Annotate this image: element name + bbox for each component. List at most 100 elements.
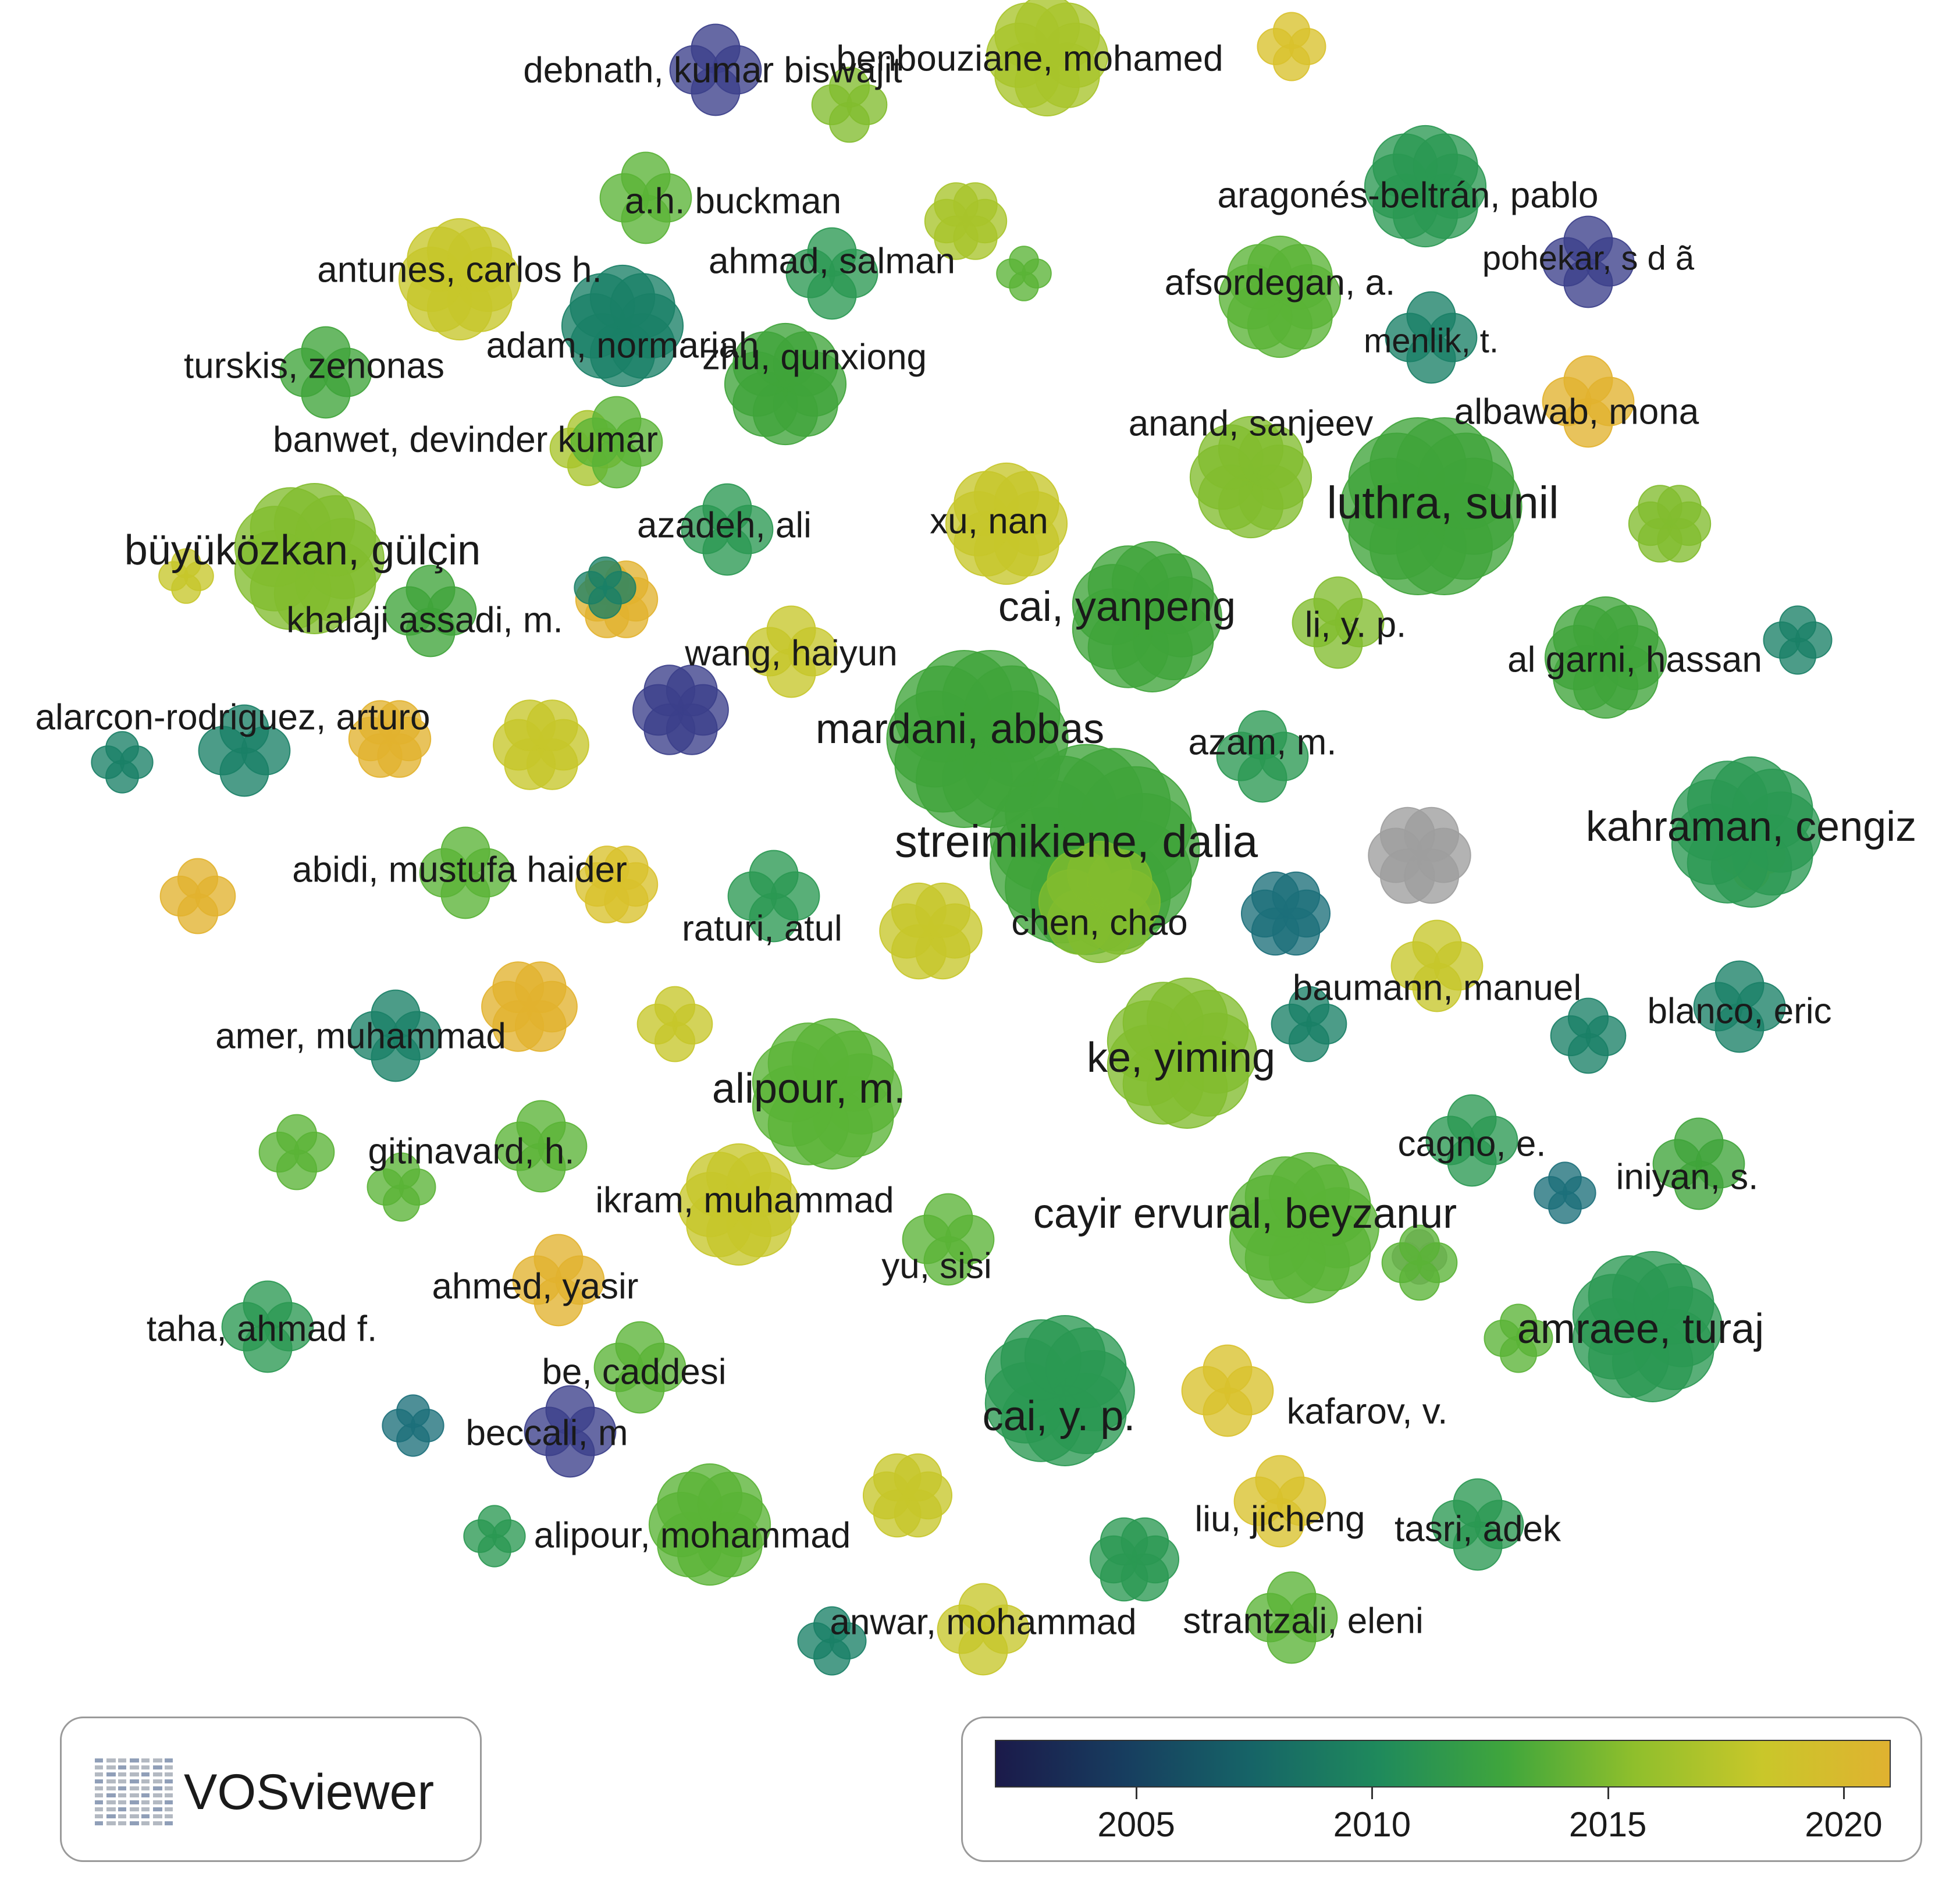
unlabeled-node-cluster[interactable] [996,246,1052,301]
node-cluster[interactable] [1671,756,1822,908]
unlabeled-node-cluster[interactable] [862,1453,953,1538]
unlabeled-node-cluster[interactable] [811,66,888,143]
unlabeled-node-cluster[interactable] [636,986,713,1063]
node-cluster[interactable] [745,605,838,698]
unlabeled-node-cluster[interactable] [1550,997,1627,1074]
unlabeled-node-cluster[interactable] [1089,1517,1180,1602]
unlabeled-node-cluster[interactable] [575,845,659,923]
unlabeled-node-cluster[interactable] [159,858,236,934]
node-label[interactable]: kafarov, v. [1287,1392,1448,1432]
node-label[interactable]: baumann, manuel [1293,968,1581,1008]
node-label[interactable]: taha, ahmad f. [147,1309,377,1349]
node-label[interactable]: khalaji assadi, m. [286,600,563,641]
node-label[interactable]: ke, yiming [1087,1035,1275,1081]
node-cluster[interactable] [279,326,372,419]
node-cluster[interactable] [234,483,385,634]
node-label[interactable]: yu, sisi [881,1246,991,1287]
node-label[interactable]: al garni, hassan [1507,640,1762,680]
unlabeled-node-cluster[interactable] [879,882,983,980]
node-label[interactable]: ikram, muhammad [595,1181,894,1221]
unlabeled-node-cluster[interactable] [481,961,578,1052]
unlabeled-node-cluster[interactable] [797,1606,867,1676]
node-cluster[interactable] [495,1100,588,1193]
unlabeled-node-cluster[interactable] [493,699,589,790]
node-cluster[interactable] [724,322,847,446]
node-cluster[interactable] [986,0,1109,117]
unlabeled-node-cluster[interactable] [1257,12,1326,81]
node-label[interactable]: zhu, qunxiong [702,337,927,378]
node-label[interactable]: abidi, mustufa haider [292,850,627,890]
unlabeled-node-cluster[interactable] [91,731,154,794]
node-cluster[interactable] [1038,840,1161,964]
node-cluster[interactable] [648,1463,771,1586]
node-cluster[interactable] [886,649,1069,829]
node-cluster[interactable] [349,989,442,1082]
node-label[interactable]: menlik, t. [1364,322,1499,360]
node-label[interactable]: strantzali, eleni [1183,1601,1424,1641]
node-label[interactable]: afsordegan, a. [1165,263,1395,303]
node-label[interactable]: cagno, e. [1397,1124,1546,1164]
node-cluster[interactable] [1385,291,1478,384]
node-cluster[interactable] [198,704,291,797]
unlabeled-node-cluster[interactable] [1381,1224,1458,1301]
node-label[interactable]: liu, jicheng [1195,1499,1365,1540]
node-label[interactable]: mardani, abbas [816,706,1104,752]
node-label[interactable]: kahraman, cengiz [1586,804,1916,850]
node-cluster[interactable] [419,826,512,919]
node-label[interactable]: cai, y. p. [983,1393,1136,1440]
unlabeled-node-cluster[interactable] [632,665,729,755]
node-cluster[interactable] [1245,1571,1338,1664]
node-label[interactable]: li, y. p. [1305,605,1407,645]
unlabeled-node-cluster[interactable] [1240,871,1331,956]
node-cluster[interactable] [785,227,878,320]
node-cluster[interactable] [561,264,684,388]
node-label[interactable]: be, caddesi [542,1352,726,1392]
node-label[interactable]: iniyan, s. [1616,1157,1759,1197]
node-cluster[interactable] [512,1234,605,1327]
node-label[interactable]: beccali, m [465,1413,628,1454]
node-cluster[interactable] [221,1280,314,1373]
node-label[interactable]: pohekar, s d ã [1482,239,1695,277]
unlabeled-node-cluster[interactable] [1534,1161,1596,1224]
node-cluster[interactable] [681,483,774,576]
node-cluster[interactable] [1542,355,1635,448]
unlabeled-node-cluster[interactable] [574,556,636,619]
node-cluster[interactable] [1431,1478,1524,1571]
node-cluster[interactable] [1572,1251,1723,1402]
node-cluster[interactable] [945,462,1068,585]
node-cluster[interactable] [1107,978,1257,1129]
node-cluster[interactable] [677,1143,801,1266]
unlabeled-node-cluster[interactable] [1368,806,1471,904]
node-label[interactable]: debnath, kumar biswajit [523,51,902,91]
node-label[interactable]: alipour, mohammad [534,1516,851,1556]
node-label[interactable]: luthra, sunil [1327,477,1559,528]
node-label[interactable]: ahmed, yasir [432,1267,639,1307]
node-cluster[interactable] [1693,960,1786,1053]
node-cluster[interactable] [1072,541,1222,692]
node-cluster[interactable] [1652,1117,1745,1210]
node-label[interactable]: turskis, zenonas [184,346,444,386]
node-label[interactable]: wang, haiyun [684,634,897,674]
node-cluster[interactable] [398,218,521,341]
node-label[interactable]: azam, m. [1189,723,1337,763]
node-cluster[interactable] [752,1018,902,1170]
unlabeled-node-cluster[interactable] [348,700,432,778]
unlabeled-node-cluster[interactable] [1484,1303,1553,1373]
node-cluster[interactable] [1544,596,1667,719]
unlabeled-node-cluster[interactable] [463,1505,526,1568]
node-cluster[interactable] [524,1385,617,1478]
node-cluster[interactable] [1425,1094,1518,1187]
node-label[interactable]: anwar, mohammad [830,1602,1136,1643]
node-label[interactable]: amraee, turaj [1517,1306,1764,1352]
node-label[interactable]: adam, normariah [486,326,759,366]
node-cluster[interactable] [937,1583,1030,1676]
node-cluster[interactable] [1229,1152,1379,1303]
node-label[interactable]: alipour, m. [712,1065,905,1112]
node-label[interactable]: raturi, atul [682,909,842,949]
node-cluster[interactable] [1390,919,1484,1012]
node-label[interactable]: banwet, devinder kumar [273,420,658,460]
unlabeled-node-cluster[interactable] [924,182,1008,260]
node-cluster[interactable] [593,1321,686,1414]
unlabeled-node-cluster[interactable] [1628,485,1712,563]
node-label[interactable]: gitinavard, h. [368,1132,575,1172]
